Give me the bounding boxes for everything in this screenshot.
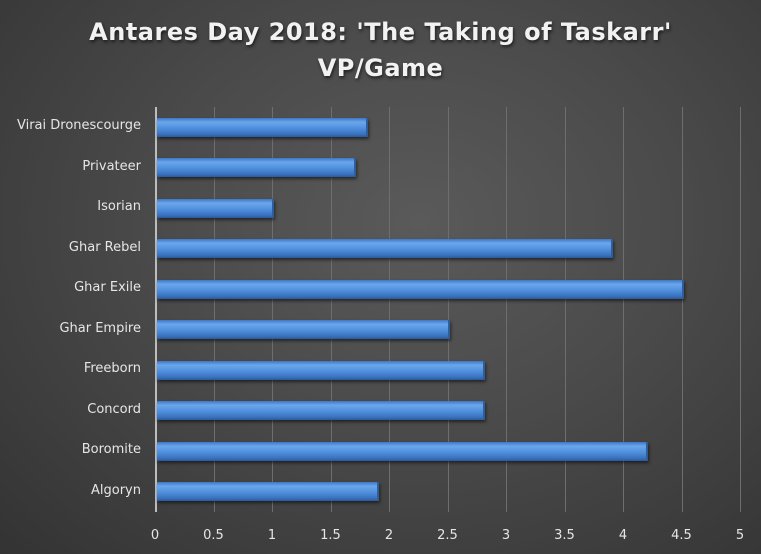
x-tick-label: 0.5 <box>203 528 224 543</box>
gridline <box>506 107 507 512</box>
plot-area <box>155 107 741 512</box>
chart-title: Antares Day 2018: 'The Taking of Taskarr… <box>0 14 761 86</box>
x-tick-label: 2.5 <box>437 528 458 543</box>
subtitle-line: VP/Game <box>317 54 444 82</box>
gridline <box>447 107 449 512</box>
gridline <box>272 107 273 512</box>
category-label: Concord <box>87 401 141 417</box>
x-tick-label: 1 <box>267 528 277 543</box>
x-tick-label: 3.5 <box>554 528 575 543</box>
bar <box>157 441 649 461</box>
title-line: Antares Day 2018: 'The Taking of Taskarr… <box>89 18 672 46</box>
x-tick-label: 4.5 <box>671 528 692 543</box>
bar <box>157 279 684 299</box>
category-label: Ghar Exile <box>74 280 141 296</box>
bar <box>157 158 356 178</box>
x-tick-label: 4 <box>618 528 628 543</box>
gridline <box>740 107 741 512</box>
bar <box>157 401 485 421</box>
bar <box>157 320 450 340</box>
gridline <box>213 107 215 512</box>
category-label: Algoryn <box>91 482 141 498</box>
category-label: Virai Dronescourge <box>16 118 141 134</box>
bar <box>157 117 368 137</box>
x-tick-label: 3 <box>501 528 511 543</box>
bar <box>157 239 614 259</box>
x-tick-label: 2 <box>384 528 394 543</box>
bar <box>157 198 274 218</box>
bar <box>157 360 485 380</box>
x-tick-label: 1.5 <box>320 528 341 543</box>
y-axis-line <box>155 107 157 512</box>
gridline <box>623 107 624 512</box>
category-label: Isorian <box>97 199 141 215</box>
category-label: Boromite <box>81 442 141 458</box>
category-label: Ghar Rebel <box>68 239 141 255</box>
bar <box>157 482 380 502</box>
x-tick-label: 0 <box>150 528 160 543</box>
category-label: Freeborn <box>83 361 141 377</box>
x-tick-label: 5 <box>735 528 745 543</box>
gridline <box>681 107 683 512</box>
gridline <box>389 107 390 512</box>
category-label: Privateer <box>82 158 141 174</box>
gridline <box>330 107 332 512</box>
category-label: Ghar Empire <box>59 320 141 336</box>
gridline <box>564 107 566 512</box>
